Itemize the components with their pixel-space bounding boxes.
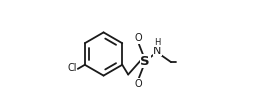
Text: S: S bbox=[140, 55, 150, 68]
Text: N: N bbox=[153, 46, 162, 56]
Text: H: H bbox=[154, 38, 161, 47]
Text: O: O bbox=[134, 79, 142, 89]
Text: Cl: Cl bbox=[68, 63, 77, 73]
Text: O: O bbox=[134, 33, 142, 43]
